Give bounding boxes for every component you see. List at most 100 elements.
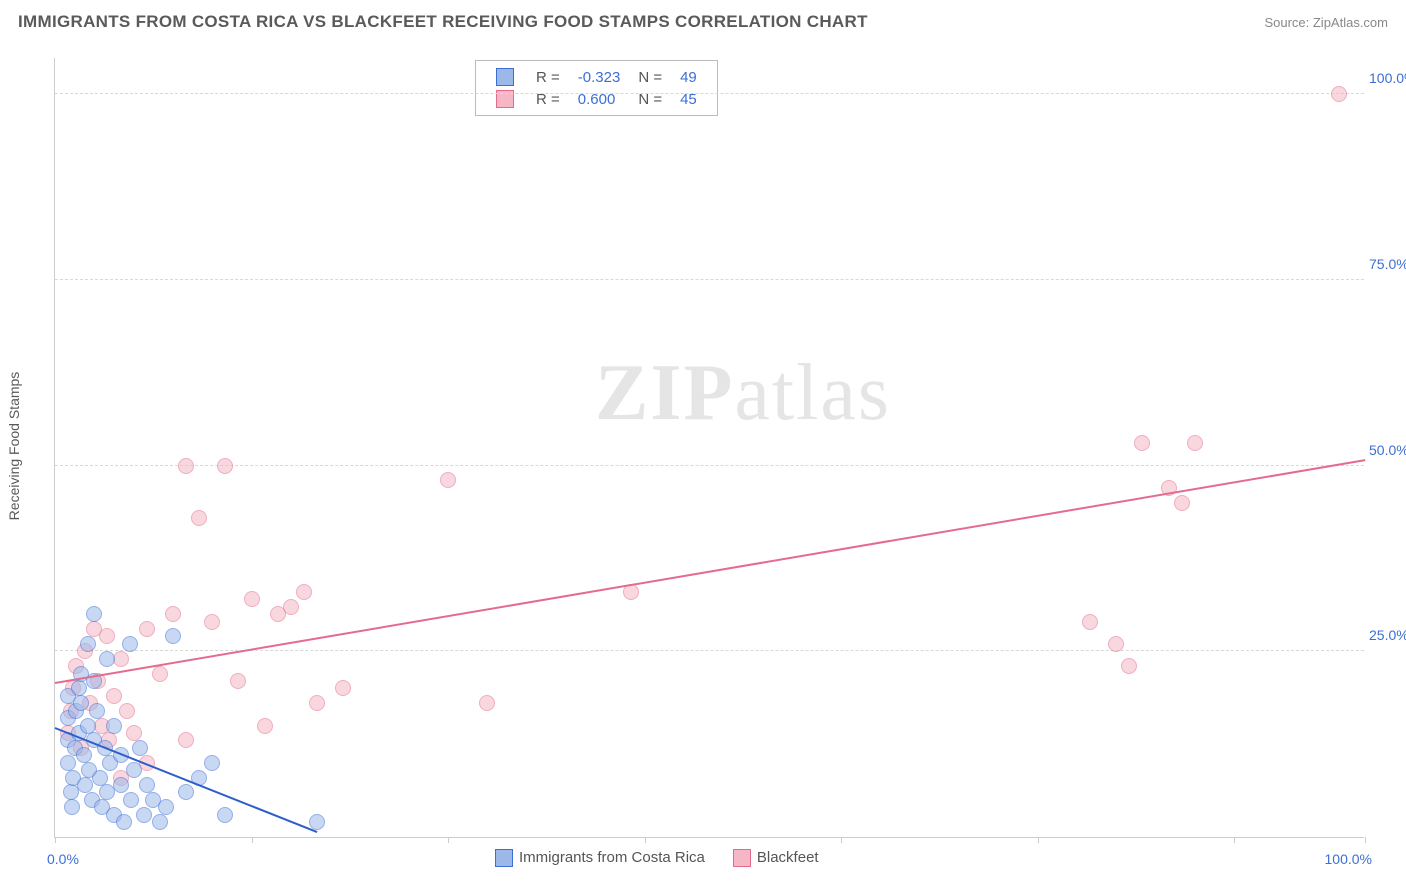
data-point (191, 510, 207, 526)
n-label: N = (630, 89, 670, 109)
x-tick (645, 837, 646, 843)
source-link[interactable]: ZipAtlas.com (1313, 15, 1388, 30)
data-point (152, 814, 168, 830)
gridline (55, 279, 1364, 280)
data-point (99, 628, 115, 644)
y-tick-label: 75.0% (1369, 256, 1406, 272)
r-label: R = (528, 67, 568, 87)
data-point (119, 703, 135, 719)
data-point (113, 777, 129, 793)
data-point (122, 636, 138, 652)
data-point (71, 680, 87, 696)
data-point (60, 755, 76, 771)
data-point (99, 651, 115, 667)
data-point (76, 747, 92, 763)
data-point (73, 695, 89, 711)
data-point (152, 666, 168, 682)
x-tick (1038, 837, 1039, 843)
data-point (86, 606, 102, 622)
data-point (1331, 86, 1347, 102)
data-point (1134, 435, 1150, 451)
data-point (178, 784, 194, 800)
data-point (479, 695, 495, 711)
y-axis-title: Receiving Food Stamps (6, 372, 22, 521)
legend-label: Immigrants from Costa Rica (519, 849, 705, 866)
correlation-legend: R =-0.323N =49R =0.600N =45 (475, 60, 718, 116)
x-tick (1234, 837, 1235, 843)
data-point (1108, 636, 1124, 652)
data-point (123, 792, 139, 808)
n-value: 45 (672, 89, 705, 109)
data-point (158, 799, 174, 815)
data-point (296, 584, 312, 600)
data-point (244, 591, 260, 607)
data-point (1121, 658, 1137, 674)
r-value: -0.323 (570, 67, 629, 87)
data-point (126, 762, 142, 778)
source-label: Source: (1264, 15, 1312, 30)
legend-row: R =0.600N =45 (488, 89, 705, 109)
legend-swatch (495, 849, 513, 867)
x-tick (448, 837, 449, 843)
data-point (440, 472, 456, 488)
data-point (204, 614, 220, 630)
data-point (283, 599, 299, 615)
data-point (257, 718, 273, 734)
source-attrib: Source: ZipAtlas.com (1264, 15, 1388, 30)
watermark: ZIPatlas (595, 348, 891, 439)
data-point (1187, 435, 1203, 451)
data-point (1174, 495, 1190, 511)
legend-swatch (496, 68, 514, 86)
r-value: 0.600 (570, 89, 629, 109)
data-point (80, 718, 96, 734)
data-point (139, 621, 155, 637)
watermark-atlas: atlas (734, 349, 891, 437)
scatter-plot: ZIPatlas R =-0.323N =49R =0.600N =45 Imm… (54, 58, 1364, 838)
gridline (55, 93, 1364, 94)
chart-header: IMMIGRANTS FROM COSTA RICA VS BLACKFEET … (18, 12, 1388, 32)
data-point (217, 807, 233, 823)
x-max-label: 100.0% (1325, 851, 1372, 867)
data-point (178, 458, 194, 474)
y-tick-label: 25.0% (1369, 627, 1406, 643)
n-value: 49 (672, 67, 705, 87)
x-tick (252, 837, 253, 843)
data-point (139, 777, 155, 793)
legend-swatch (733, 849, 751, 867)
data-point (77, 777, 93, 793)
watermark-zip: ZIP (595, 349, 734, 437)
legend-row: R =-0.323N =49 (488, 67, 705, 87)
legend-item: Blackfeet (733, 849, 819, 867)
data-point (126, 725, 142, 741)
n-label: N = (630, 67, 670, 87)
data-point (165, 628, 181, 644)
data-point (204, 755, 220, 771)
data-point (335, 680, 351, 696)
gridline (55, 465, 1364, 466)
y-tick-label: 100.0% (1369, 70, 1406, 86)
x-tick (841, 837, 842, 843)
series-legend: Immigrants from Costa Rica Blackfeet (495, 849, 819, 867)
y-tick-label: 50.0% (1369, 442, 1406, 458)
data-point (106, 688, 122, 704)
x-tick (1365, 837, 1366, 843)
data-point (63, 784, 79, 800)
data-point (132, 740, 148, 756)
data-point (80, 636, 96, 652)
data-point (178, 732, 194, 748)
data-point (309, 695, 325, 711)
chart-title: IMMIGRANTS FROM COSTA RICA VS BLACKFEET … (18, 12, 868, 32)
data-point (92, 770, 108, 786)
r-label: R = (528, 89, 568, 109)
data-point (230, 673, 246, 689)
data-point (64, 799, 80, 815)
data-point (217, 458, 233, 474)
legend-label: Blackfeet (757, 849, 819, 866)
x-min-label: 0.0% (47, 851, 79, 867)
data-point (165, 606, 181, 622)
data-point (116, 814, 132, 830)
legend-item: Immigrants from Costa Rica (495, 849, 705, 867)
x-tick (55, 837, 56, 843)
data-point (89, 703, 105, 719)
data-point (136, 807, 152, 823)
